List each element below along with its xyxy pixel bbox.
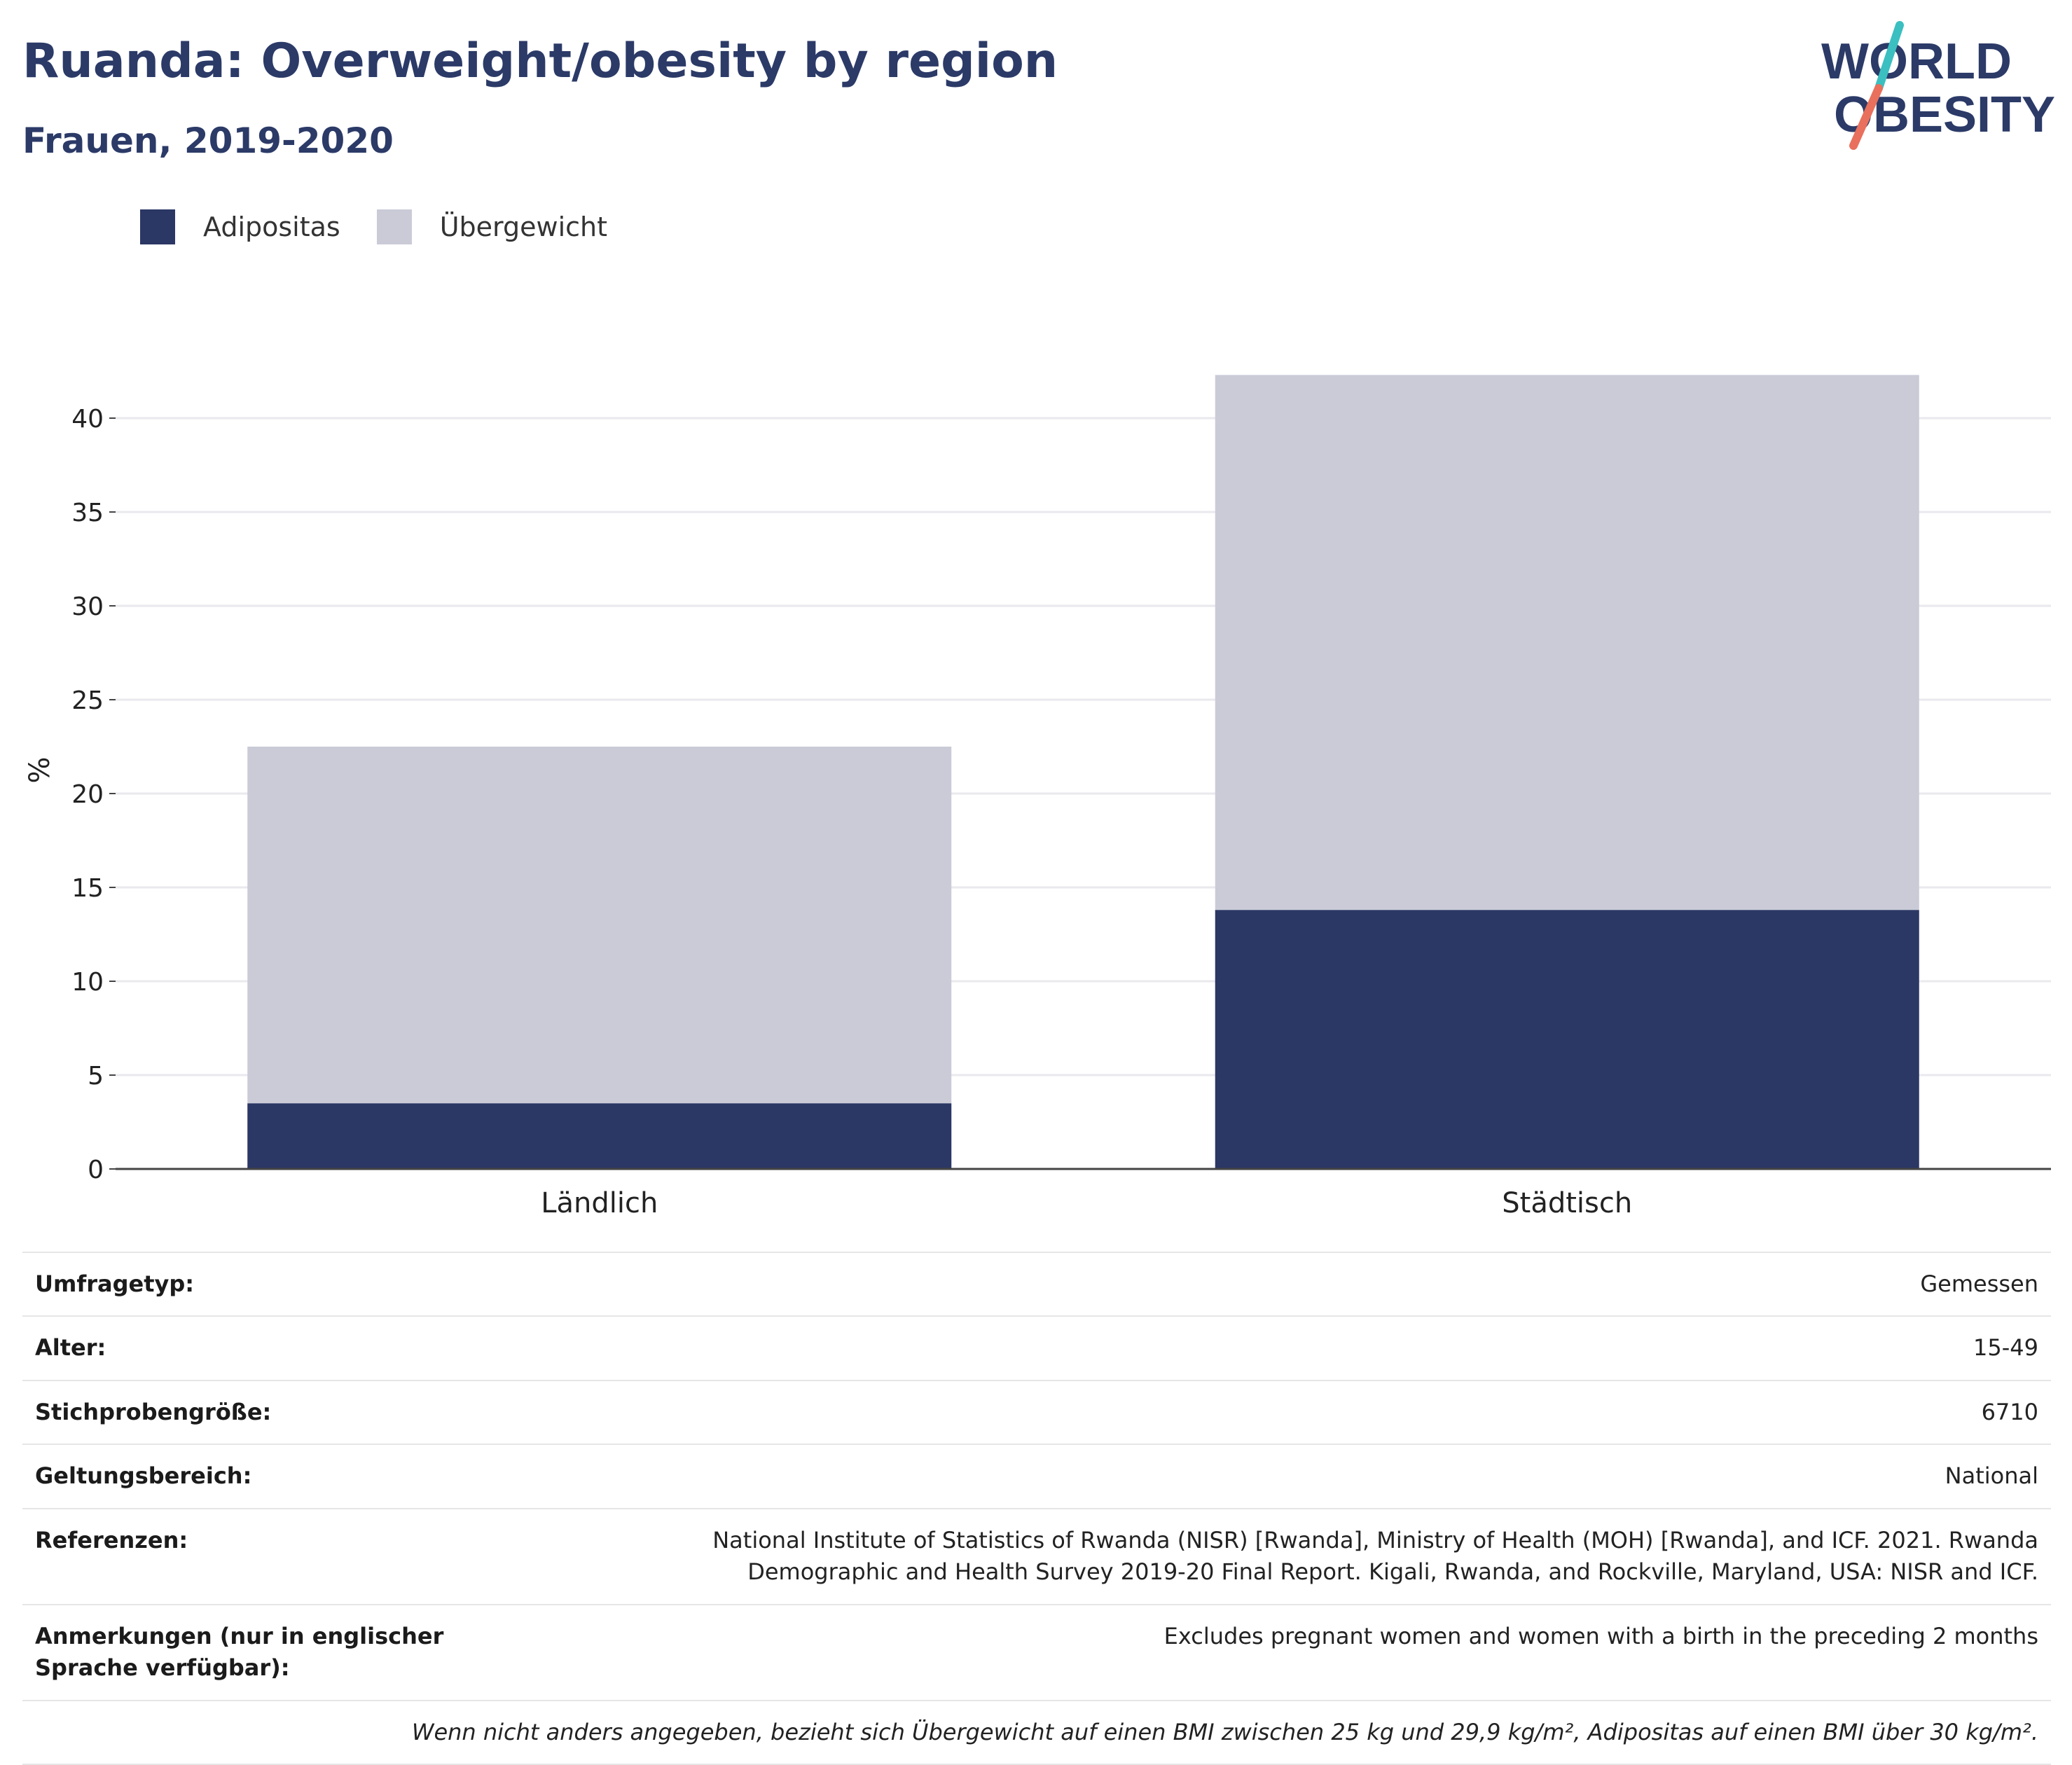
- metadata-key: Referenzen:: [22, 1507, 552, 1605]
- y-tick-label: 25: [71, 686, 104, 715]
- bmi-definition-note: Wenn nicht anders angegeben, bezieht sic…: [22, 1699, 2051, 1765]
- logo-slash-top: [1874, 21, 1904, 92]
- bar-städtisch-adipositas[interactable]: [1215, 910, 1919, 1169]
- y-tick-label: 35: [71, 499, 104, 527]
- metadata-row: Referenzen: National Institute of Statist…: [22, 1507, 2051, 1605]
- metadata-value: National: [552, 1444, 2051, 1509]
- bar-ländlich-adipositas[interactable]: [247, 1103, 952, 1169]
- y-tick-label: 15: [71, 874, 104, 903]
- metadata-row: Anmerkungen (nur in englischer Sprache v…: [22, 1603, 2051, 1701]
- logo-text-world: WORLD: [1821, 34, 2012, 90]
- metadata-key: Anmerkungen (nur in englischer Sprache v…: [22, 1603, 552, 1701]
- logo-slash-bottom: [1849, 84, 1883, 150]
- legend-item-uebergewicht[interactable]: Übergewicht: [376, 209, 607, 244]
- metadata-value: 6710: [552, 1379, 2051, 1445]
- bar-ländlich-übergewicht[interactable]: [247, 747, 952, 1104]
- metadata-key: Alter:: [22, 1315, 552, 1380]
- legend-label-uebergewicht: Übergewicht: [439, 212, 607, 242]
- metadata-value: Excludes pregnant women and women with a…: [552, 1603, 2051, 1701]
- world-obesity-logo: WORLD OBESITY: [1821, 21, 2055, 150]
- y-tick-label: 5: [88, 1062, 104, 1091]
- metadata-row: Geltungsbereich: National: [22, 1444, 2051, 1509]
- metadata-row: Alter: 15-49: [22, 1315, 2051, 1380]
- metadata-table: Umfragetyp: Gemessen Alter: 15-49 Stichprobe…: [22, 1251, 2051, 1765]
- legend-item-adipositas[interactable]: Adipositas: [140, 209, 340, 244]
- y-axis-label: %: [24, 756, 56, 783]
- bars: [247, 375, 1919, 1169]
- x-tick-label: Städtisch: [1502, 1187, 1632, 1219]
- y-tick-label: 0: [88, 1156, 104, 1184]
- legend: Adipositas Übergewicht: [140, 209, 644, 245]
- bar-städtisch-übergewicht[interactable]: [1215, 375, 1919, 911]
- axes: 0 5 10 15 20 25 30 35 40% Ländlich Städtisch: [24, 405, 2051, 1219]
- metadata-value: Gemessen: [552, 1251, 2051, 1317]
- metadata-key: Geltungsbereich:: [22, 1444, 552, 1509]
- bar-chart: 0 5 10 15 20 25 30 35 40% Ländlich Städtisch: [24, 375, 2051, 1219]
- metadata-value: National Institute of Statistics of Rwan…: [552, 1507, 2051, 1605]
- x-tick-label: Ländlich: [541, 1187, 658, 1219]
- metadata-key: Stichprobengröße:: [22, 1379, 552, 1445]
- legend-swatch-adipositas: [140, 209, 175, 244]
- legend-swatch-uebergewicht: [376, 209, 412, 244]
- chart-subtitle: Frauen, 2019-2020: [22, 120, 394, 161]
- metadata-note-row: Wenn nicht anders angegeben, bezieht sic…: [22, 1699, 2051, 1765]
- chart-title: Ruanda: Overweight/obesity by region: [22, 34, 1058, 89]
- y-tick-label: 40: [71, 405, 104, 434]
- metadata-row: Umfragetyp: Gemessen: [22, 1251, 2051, 1317]
- legend-label-adipositas: Adipositas: [203, 212, 340, 242]
- metadata-value: 15-49: [552, 1315, 2051, 1380]
- y-tick-label: 30: [71, 593, 104, 621]
- y-tick-label: 20: [71, 780, 104, 809]
- metadata-row: Stichprobengröße: 6710: [22, 1379, 2051, 1445]
- metadata-key: Umfragetyp:: [22, 1251, 552, 1317]
- y-tick-label: 10: [71, 968, 104, 997]
